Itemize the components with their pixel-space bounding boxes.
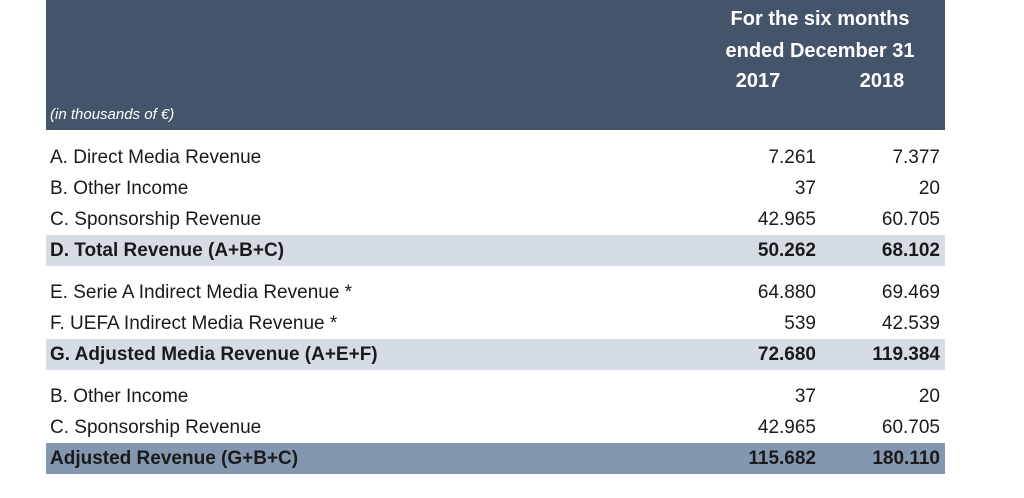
cell-value: 68.102 <box>881 240 940 261</box>
cell-value: 119.384 <box>872 344 940 365</box>
cell-value: 37 <box>794 386 816 407</box>
cell-value: 42.965 <box>757 417 816 438</box>
cell-value: 60.705 <box>881 209 940 230</box>
table-row: C. Sponsorship Revenue 42.965 60.705 <box>46 412 945 443</box>
cell-value: 180.110 <box>872 448 940 469</box>
cell-value: 42.539 <box>881 313 940 334</box>
table-row: E. Serie A Indirect Media Revenue * 64.88… <box>46 277 945 308</box>
table-row: F. UEFA Indirect Media Revenue * 539 42.53… <box>46 308 945 339</box>
cell-value: 20 <box>918 178 940 199</box>
table-row: D. Total Revenue (A+B+C) 50.262 68.102 <box>46 235 945 266</box>
row-label: G. Adjusted Media Revenue (A+E+F) <box>50 344 378 365</box>
table-row: A. Direct Media Revenue 7.261 7.377 <box>46 142 945 173</box>
cell-value: 37 <box>794 178 816 199</box>
row-label: Adjusted Revenue (G+B+C) <box>50 448 299 469</box>
table-row: B. Other Income 37 20 <box>46 173 945 204</box>
row-label: E. Serie A Indirect Media Revenue * <box>50 282 353 303</box>
cell-value: 539 <box>784 313 816 334</box>
year: 2017 <box>735 70 781 92</box>
cell-value: 20 <box>918 386 940 407</box>
cell-value: 7.377 <box>892 147 940 168</box>
period-line: For the six months <box>730 8 910 30</box>
table-header: For the six months ended December 31 201… <box>46 0 945 130</box>
row-label: B. Other Income <box>50 178 189 199</box>
row-label: D. Total Revenue (A+B+C) <box>50 240 285 261</box>
row-label: A. Direct Media Revenue <box>50 147 262 168</box>
year: 2018 <box>859 70 905 92</box>
row-label: C. Sponsorship Revenue <box>50 417 262 438</box>
cell-value: 42.965 <box>757 209 816 230</box>
cell-value: 7.261 <box>768 147 816 168</box>
row-label: F. UEFA Indirect Media Revenue * <box>50 313 338 334</box>
row-label: C. Sponsorship Revenue <box>50 209 262 230</box>
cell-value: 64.880 <box>757 282 816 303</box>
unit-note: (in thousands of €) <box>50 106 175 123</box>
cell-value: 115.682 <box>748 448 816 469</box>
cell-value: 50.262 <box>757 240 816 261</box>
table-row: G. Adjusted Media Revenue (A+E+F) 72.680 1… <box>46 339 945 370</box>
period-line: ended December 31 <box>725 40 915 62</box>
table-row: Adjusted Revenue (G+B+C) 115.682 180.110 <box>46 443 945 474</box>
cell-value: 72.680 <box>757 344 816 365</box>
row-label: B. Other Income <box>50 386 189 407</box>
table-row: B. Other Income 37 20 <box>46 381 945 412</box>
cell-value: 60.705 <box>881 417 940 438</box>
table-row: C. Sponsorship Revenue 42.965 60.705 <box>46 204 945 235</box>
cell-value: 69.469 <box>881 282 940 303</box>
